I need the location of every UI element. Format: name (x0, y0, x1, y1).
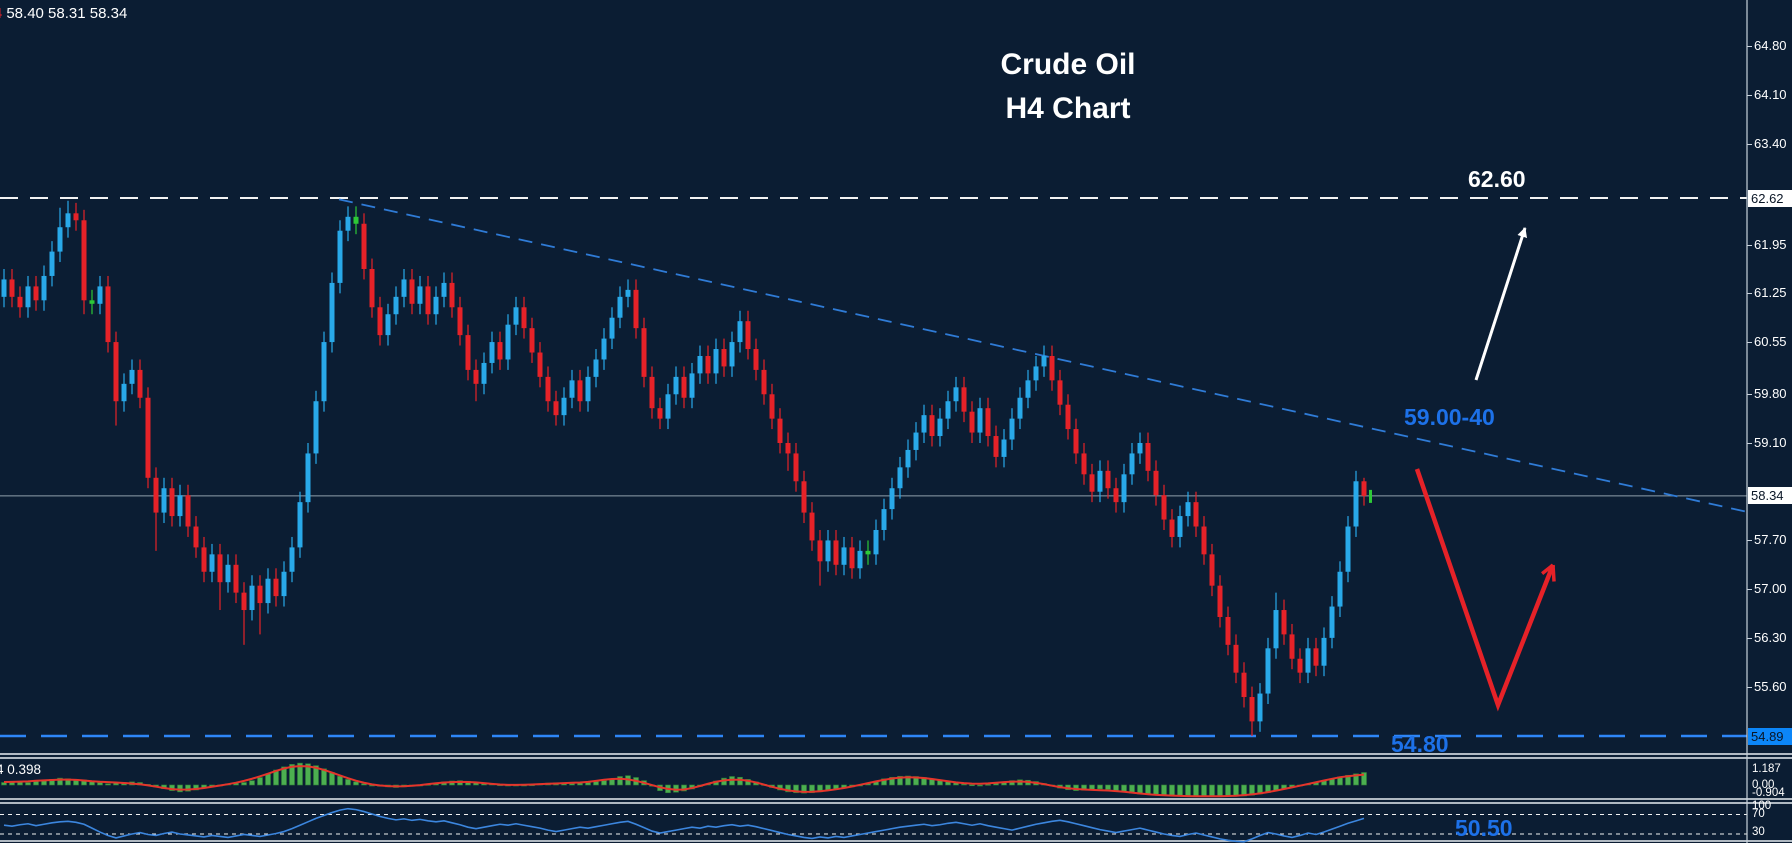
price-tick-mark (1747, 46, 1752, 48)
projection-arrows (1414, 227, 1556, 712)
price-tick-mark (1747, 94, 1752, 96)
panel-separators (0, 753, 1792, 842)
rsi-axis-label: 30 (1752, 826, 1765, 838)
resistance-price-annotation: 62.60 (1468, 166, 1526, 192)
price-tick-mark (1747, 540, 1752, 542)
price-tick-mark (1747, 589, 1752, 591)
price-tick-label: 61.95 (1754, 236, 1787, 252)
osma-axis-label: 1.187 (1752, 763, 1781, 775)
osma-axis-label: -0.904 (1752, 787, 1785, 799)
price-tick-label: 57.70 (1754, 532, 1787, 548)
descending-trendline (338, 198, 1748, 513)
price-tick-label: 56.30 (1754, 629, 1787, 645)
chart-title-instrument: Crude Oil (1000, 48, 1136, 81)
price-box-62.62: 62.62 (1748, 189, 1792, 207)
rsi-panel (0, 807, 1747, 843)
level-lines (0, 197, 1748, 738)
quote-symbol-fragment: 4 (0, 5, 2, 22)
price-tick-label: 64.80 (1754, 38, 1787, 54)
price-box-58.34: 58.34 (1748, 487, 1792, 505)
price-tick-label: 55.60 (1754, 678, 1787, 694)
price-tick-mark (1747, 143, 1752, 145)
price-tick-mark (1747, 244, 1752, 246)
price-tick-label: 64.10 (1754, 86, 1787, 102)
quote-ohlc-values: 58.40 58.31 58.34 (6, 5, 128, 22)
price-tick-mark (1747, 637, 1752, 639)
candlestick-series (1, 200, 1372, 737)
osma-signal (3, 765, 1365, 798)
red-zigzag-arrow (1414, 468, 1556, 712)
support-price-annotation: 54.80 (1391, 731, 1449, 757)
rsi-axis-label: 70 (1752, 808, 1765, 820)
quote-header: 458.40 58.31 58.34 (0, 5, 127, 22)
zone-price-annotation: 59.00-40 (1404, 404, 1495, 430)
price-tick-label: 60.55 (1754, 334, 1787, 350)
price-tick-label: 63.40 (1754, 135, 1787, 151)
osma-axis-label: 0.00 (1752, 779, 1775, 791)
price-box-54.89: 54.89 (1748, 727, 1792, 745)
chart-title-timeframe: H4 Chart (1005, 92, 1131, 125)
oscillator-value-label: 4 0.398 (0, 762, 42, 777)
price-tick-mark (1747, 686, 1752, 688)
price-tick-mark (1747, 342, 1752, 344)
osma-signal-line (3, 765, 1365, 798)
white-up-arrow (1474, 227, 1527, 381)
rsi-axis-label: 100 (1752, 800, 1772, 812)
price-tick-label: 59.10 (1754, 434, 1787, 450)
price-tick-mark (1747, 442, 1752, 444)
last-price-marker (1369, 489, 1372, 503)
rsi-line (3, 807, 1365, 843)
price-tick-label: 59.80 (1754, 386, 1787, 402)
price-tick-mark (1747, 394, 1752, 396)
price-tick-mark (1747, 293, 1752, 295)
target-price-annotation: 50.50 (1455, 815, 1513, 841)
price-tick-label: 61.25 (1754, 285, 1787, 301)
price-tick-label: 57.00 (1754, 581, 1787, 597)
